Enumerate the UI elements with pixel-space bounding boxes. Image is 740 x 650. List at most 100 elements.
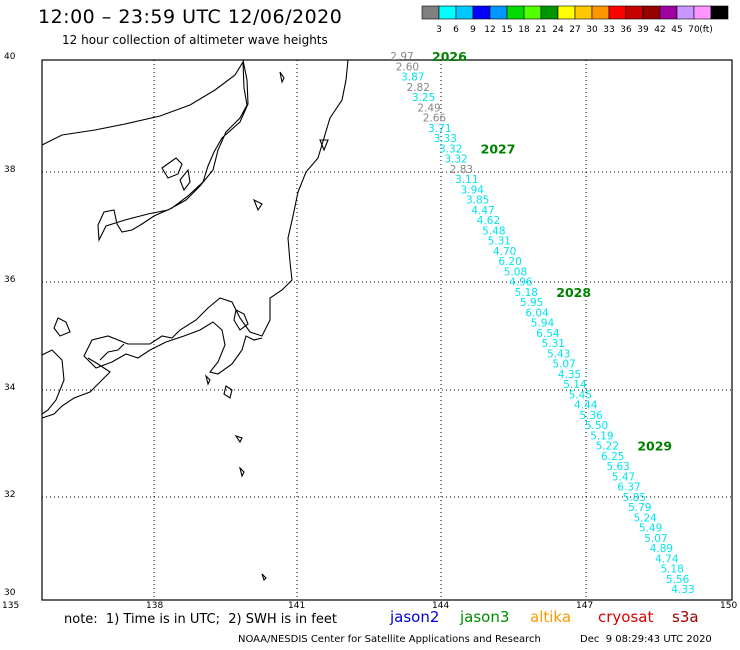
swh-reading: 5.19: [590, 430, 613, 442]
footer-date: Dec 9 08:29:43 UTC 2020: [580, 634, 712, 645]
coastline-island-8: [238, 466, 245, 478]
legend-swatch: [642, 5, 661, 20]
swh-reading: 5.31: [488, 236, 511, 248]
swh-reading: 2.97: [390, 51, 413, 63]
swh-reading: 3.33: [434, 133, 457, 145]
swh-reading: 4.70: [493, 246, 516, 258]
coastline-kii: [41, 349, 65, 415]
swh-reading: 2.82: [407, 82, 430, 94]
lat-label-38: 38: [4, 165, 16, 175]
satellite-altika: altika: [530, 608, 572, 626]
swh-reading: 5.43: [547, 348, 570, 360]
swh-reading: 6.25: [601, 451, 624, 463]
track-time-label: 2028: [556, 285, 591, 300]
legend-swatch: [472, 5, 491, 20]
color-legend: 3 6 9 12 15 18 21 24 27 30 33 36 39 42 45 70 (ft): [421, 5, 729, 35]
legend-label: 24: [552, 25, 564, 35]
swh-reading: 5.48: [482, 225, 505, 237]
legend-swatch: [523, 5, 542, 20]
coastline-island-2: [252, 198, 263, 212]
swh-reading: 5.08: [504, 266, 527, 278]
legend-label: 30: [586, 25, 598, 35]
swh-reading: 5.47: [612, 471, 635, 483]
coastline-noto: [179, 168, 191, 192]
lon-label-138: 138: [146, 601, 164, 611]
gridlines: [42, 60, 732, 600]
lon-label-150: 150: [720, 601, 738, 611]
coastline-honshu-east: [83, 59, 349, 375]
swh-reading: 6.04: [525, 307, 549, 319]
swh-reading: 5.85: [623, 492, 646, 504]
footer-note: note: 1) Time is in UTC; 2) SWH is in fe…: [64, 612, 337, 627]
swh-reading: 5.63: [606, 461, 629, 473]
swh-reading: 4.96: [509, 277, 533, 289]
swh-reading: 3.32: [439, 143, 462, 155]
legend-label: 27: [569, 25, 580, 35]
legend-swatch: [693, 5, 712, 20]
satellite-cryosat: cryosat: [598, 608, 654, 626]
swh-reading: 6.54: [536, 328, 560, 340]
swh-reading: 4.33: [671, 584, 694, 596]
legend-swatch: [625, 5, 644, 20]
swh-reading: 3.25: [412, 92, 435, 104]
coastline-island-10: [204, 374, 211, 386]
coastline-island-6: [223, 385, 233, 399]
legend-swatch: [455, 5, 474, 20]
coastline-island-7: [234, 434, 243, 444]
legend-label: (ft): [699, 25, 713, 35]
legend-label: 39: [637, 25, 649, 35]
swh-reading: 5.36: [579, 410, 603, 422]
coastline-bay: [99, 343, 125, 361]
satellite-jason2: jason2: [390, 608, 440, 626]
lon-label-144: 144: [432, 601, 450, 611]
legend-swatch: [659, 5, 678, 20]
legend-swatch: [506, 5, 525, 20]
legend-swatch: [591, 5, 610, 20]
swh-reading: 4.44: [574, 400, 598, 412]
swh-reading: 3.85: [466, 195, 489, 207]
swh-reading: 5.07: [644, 533, 667, 545]
legend-swatch: [489, 5, 508, 20]
swh-reading: 3.87: [401, 72, 424, 84]
legend-label: 21: [535, 25, 546, 35]
swh-reading: 3.94: [461, 184, 485, 196]
satellite-jason3: jason3: [460, 608, 510, 626]
page-title: 12:00 – 23:59 UTC 12/06/2020: [38, 6, 343, 28]
track-time-label: 2029: [637, 439, 672, 454]
legend-label: 3: [436, 25, 442, 35]
lat-label-30: 30: [4, 588, 16, 598]
lon-label-135: 135: [2, 601, 20, 611]
coastline-island-4: [233, 309, 249, 331]
legend-swatch: [574, 5, 593, 20]
swh-reading: 5.07: [552, 359, 575, 371]
swh-reading: 3.32: [444, 154, 467, 166]
swh-reading: 5.50: [585, 420, 608, 432]
legend-swatch: [676, 5, 695, 20]
swh-reading: 5.79: [628, 502, 651, 514]
legend-label: 45: [671, 25, 682, 35]
swh-reading: 6.37: [617, 482, 640, 494]
satellite-s3a: s3a: [672, 608, 699, 626]
legend-label: 9: [470, 25, 476, 35]
legend-label: 42: [654, 25, 665, 35]
lat-label-36: 36: [4, 275, 16, 285]
legend-label: 12: [484, 25, 495, 35]
swh-reading: 4.74: [655, 553, 679, 565]
swh-reading: 2.66: [423, 113, 447, 125]
legend-label: 33: [603, 25, 614, 35]
coastline-island-1: [319, 139, 329, 152]
legend-label: 6: [453, 25, 459, 35]
coastline-sado: [161, 157, 183, 179]
swh-reading: 2.83: [450, 164, 473, 176]
swh-reading: 5.45: [569, 389, 592, 401]
legend-swatch: [438, 5, 457, 20]
swh-reading: 5.94: [531, 318, 555, 330]
track-time-label: 2027: [481, 141, 516, 156]
legend-swatch: [710, 5, 729, 20]
swh-reading: 5.31: [542, 338, 565, 350]
swh-reading: 4.62: [477, 215, 500, 227]
swh-reading: 2.60: [396, 61, 419, 73]
legend-label: 36: [620, 25, 632, 35]
swh-reading: 5.95: [520, 297, 543, 309]
